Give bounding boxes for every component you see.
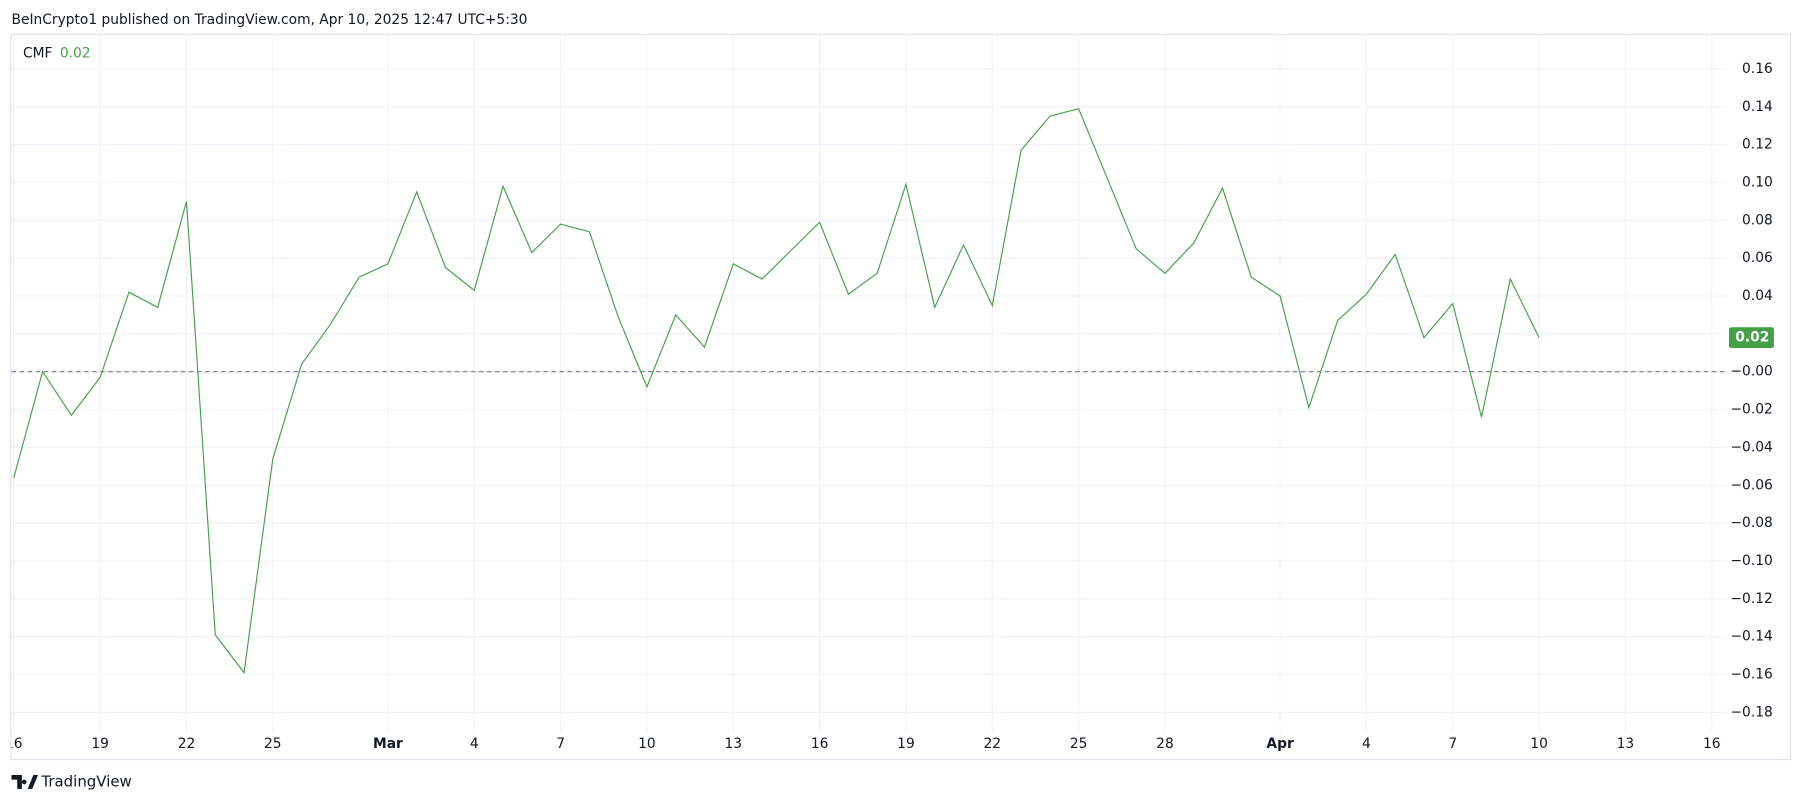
y-tick-label: −0.12 (1730, 591, 1772, 607)
x-tick-label: 25 (264, 736, 282, 752)
x-tick-label: 28 (1156, 736, 1174, 752)
footer-brand: TradingView (40, 772, 131, 790)
grid (11, 34, 1727, 732)
y-tick-label: 0.06 (1742, 250, 1773, 266)
x-tick-label: 4 (1362, 736, 1371, 752)
y-tick-label: 0.14 (1742, 99, 1773, 115)
x-tick-label: 22 (984, 736, 1002, 752)
y-tick-label: 0.04 (1742, 288, 1773, 304)
plot (11, 107, 1727, 675)
last-value-tag (1729, 327, 1774, 349)
x-tick-label: 19 (91, 736, 109, 752)
x-tick-label: 25 (1070, 736, 1088, 752)
y-tick-label: −0.06 (1730, 477, 1772, 493)
y-tick-label: −0.16 (1730, 667, 1772, 683)
x-tick-label: 22 (178, 736, 196, 752)
x-tick-label: Mar (373, 736, 403, 752)
indicator-value: 0.02 (60, 45, 91, 61)
y-tick-label: −0.08 (1730, 515, 1772, 531)
y-tick-label: 0.12 (1742, 137, 1773, 153)
tradingview-logo: TradingView (11, 772, 132, 790)
cmf-line (13, 107, 1540, 675)
x-tick-label: 19 (897, 736, 915, 752)
y-tick-label: −0.04 (1730, 439, 1772, 455)
x-tick-label: 4 (470, 736, 479, 752)
x-tick-label: Apr (1266, 736, 1294, 752)
x-tick-label: 10 (638, 736, 656, 752)
y-tick-label: −0.00 (1730, 364, 1772, 380)
x-tick-label: 16 (5, 736, 23, 752)
publish-header: BeInCrypto1 published on TradingView.com… (12, 12, 528, 28)
y-tick-label: −0.18 (1730, 704, 1772, 720)
last-value-label: 0.02 (1735, 330, 1769, 346)
chart-frame (10, 33, 1792, 761)
x-tick-label: 13 (1617, 736, 1635, 752)
y-tick-label: −0.02 (1730, 402, 1772, 418)
y-tick-label: 0.08 (1742, 212, 1773, 228)
x-tick-label: 16 (811, 736, 829, 752)
indicator-name: CMF (23, 45, 53, 61)
y-tick-label: 0.10 (1742, 174, 1773, 190)
x-tick-label: 10 (1530, 736, 1548, 752)
x-tick-label: 13 (725, 736, 743, 752)
x-tick-label: 7 (1448, 736, 1457, 752)
x-tick-label: 7 (556, 736, 565, 752)
y-tick-label: −0.10 (1730, 553, 1772, 569)
x-tick-label: 16 (1703, 736, 1721, 752)
y-tick-label: −0.14 (1730, 629, 1772, 645)
y-tick-label: 0.16 (1742, 61, 1773, 77)
